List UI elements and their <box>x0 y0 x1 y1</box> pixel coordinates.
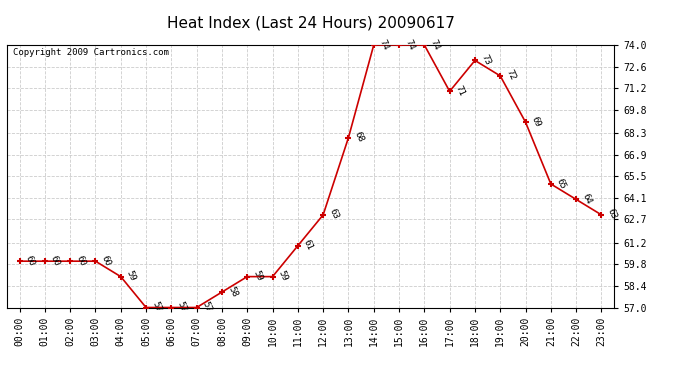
Text: 57: 57 <box>150 300 163 313</box>
Text: 57: 57 <box>201 300 213 313</box>
Text: 61: 61 <box>302 238 315 252</box>
Text: 57: 57 <box>175 300 188 313</box>
Text: 72: 72 <box>504 69 517 82</box>
Text: 68: 68 <box>353 130 365 144</box>
Text: 74: 74 <box>378 38 391 51</box>
Text: 58: 58 <box>226 285 239 298</box>
Text: 59: 59 <box>277 269 289 283</box>
Text: 64: 64 <box>580 192 593 206</box>
Text: 74: 74 <box>403 38 416 51</box>
Text: 60: 60 <box>49 254 61 267</box>
Text: 74: 74 <box>428 38 441 51</box>
Text: 59: 59 <box>251 269 264 283</box>
Text: 65: 65 <box>555 177 568 190</box>
Text: 60: 60 <box>23 254 37 267</box>
Text: 69: 69 <box>530 115 542 128</box>
Text: 73: 73 <box>479 53 492 67</box>
Text: 60: 60 <box>99 254 112 267</box>
Text: 63: 63 <box>327 207 340 221</box>
Text: Heat Index (Last 24 Hours) 20090617: Heat Index (Last 24 Hours) 20090617 <box>166 15 455 30</box>
Text: 60: 60 <box>75 254 87 267</box>
Text: 59: 59 <box>125 269 137 283</box>
Text: 63: 63 <box>606 207 618 221</box>
Text: 71: 71 <box>454 84 466 98</box>
Text: Copyright 2009 Cartronics.com: Copyright 2009 Cartronics.com <box>13 48 169 57</box>
